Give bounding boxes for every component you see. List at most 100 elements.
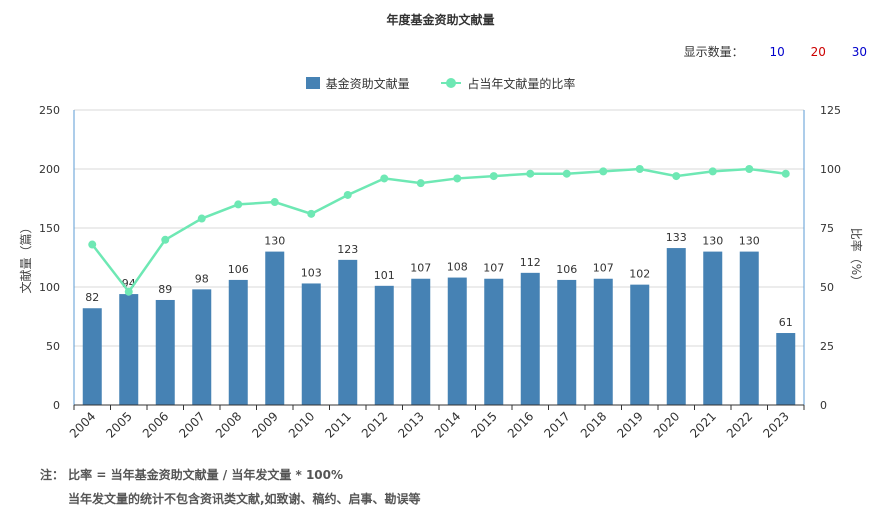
bar xyxy=(593,278,613,405)
bar xyxy=(301,283,321,405)
bar-value-label: 107 xyxy=(483,262,504,275)
x-tick-label: 2005 xyxy=(103,409,134,440)
bar xyxy=(411,278,431,405)
bar xyxy=(82,308,102,405)
y-right-tick-label: 25 xyxy=(820,340,834,353)
y-left-tick-label: 50 xyxy=(46,340,60,353)
bar xyxy=(484,278,504,405)
ratio-point xyxy=(599,167,608,176)
bar-value-label: 102 xyxy=(629,268,650,281)
legend-bar-label: 基金资助文献量 xyxy=(325,77,410,91)
x-tick-label: 2022 xyxy=(724,409,755,440)
bar-value-label: 108 xyxy=(447,261,468,274)
x-tick-label: 2023 xyxy=(760,409,791,440)
legend-line-swatch xyxy=(441,78,462,88)
chart-title: 年度基金资助文献量 xyxy=(386,13,495,27)
bar-value-label: 103 xyxy=(301,266,322,279)
x-tick-label: 2016 xyxy=(505,409,536,440)
x-tick-label: 2020 xyxy=(651,409,682,440)
chart-legend: 基金资助文献量 占当年文献量的比率 xyxy=(0,75,881,92)
bar-value-label: 61 xyxy=(779,316,793,329)
bar xyxy=(520,272,540,405)
ratio-point xyxy=(380,174,389,183)
x-tick-label: 2010 xyxy=(286,409,317,440)
display-count-label: 显示数量： xyxy=(683,45,744,59)
x-tick-label: 2014 xyxy=(432,409,463,440)
x-tick-label: 2017 xyxy=(541,409,572,440)
y-left-axis-title: 文献量（篇） xyxy=(18,221,33,293)
x-tick-label: 2011 xyxy=(322,409,353,440)
ratio-point xyxy=(635,165,644,173)
ratio-series-line xyxy=(91,167,786,294)
bar xyxy=(228,279,248,405)
bar xyxy=(265,251,285,405)
x-tick-label: 2015 xyxy=(468,409,499,440)
bar xyxy=(119,294,139,405)
ratio-point xyxy=(270,198,279,207)
ratio-point xyxy=(307,209,316,218)
x-tick-label: 2018 xyxy=(578,409,609,440)
x-tick-label: 2013 xyxy=(395,409,426,440)
bar xyxy=(338,259,358,405)
legend-item-line[interactable]: 占当年文献量的比率 xyxy=(441,75,575,92)
ratio-point xyxy=(197,214,206,223)
y-left-tick-label: 0 xyxy=(53,399,60,412)
y-left-tick-label: 250 xyxy=(39,104,60,117)
legend-item-bar[interactable]: 基金资助文献量 xyxy=(305,75,410,92)
bar-value-label: 106 xyxy=(556,263,577,276)
y-left-tick-label: 100 xyxy=(39,281,60,294)
y-right-tick-label: 100 xyxy=(820,163,841,176)
y-right-tick-label: 50 xyxy=(820,281,834,294)
ratio-point xyxy=(708,167,717,176)
ratio-point xyxy=(745,165,754,173)
x-tick-label: 2004 xyxy=(67,409,98,440)
bar xyxy=(666,248,686,405)
ratio-point xyxy=(161,235,170,244)
bar xyxy=(192,289,212,405)
display-count-option-30[interactable]: 30 xyxy=(851,45,867,59)
bar xyxy=(557,279,577,405)
ratio-point xyxy=(343,190,352,199)
display-count-selector: 显示数量： 10 20 30 xyxy=(684,43,867,60)
bar-value-label: 107 xyxy=(410,262,431,275)
bar xyxy=(374,285,394,405)
legend-line-label: 占当年文献量的比率 xyxy=(467,77,576,91)
y-left-tick-label: 150 xyxy=(39,222,60,235)
y-right-tick-label: 75 xyxy=(820,222,834,235)
x-tick-label: 2009 xyxy=(249,409,280,440)
x-tick-label: 2008 xyxy=(213,409,244,440)
bar-value-label: 89 xyxy=(158,283,172,296)
bar xyxy=(703,251,723,405)
ratio-point xyxy=(234,200,243,209)
y-right-tick-label: 0 xyxy=(820,399,827,412)
ratio-point xyxy=(562,169,571,178)
x-tick-label: 2007 xyxy=(176,409,207,440)
note-ratio-formula: 注： 比率 = 当年基金资助文献量 / 当年发文量 * 100% xyxy=(40,468,344,482)
x-tick-label: 2012 xyxy=(359,409,390,440)
ratio-point xyxy=(88,240,97,249)
ratio-point xyxy=(526,169,535,178)
ratio-point xyxy=(416,179,425,188)
display-count-option-10[interactable]: 10 xyxy=(769,45,785,59)
x-tick-label: 2006 xyxy=(140,409,171,440)
bar xyxy=(739,251,759,405)
bar-value-label: 123 xyxy=(337,243,358,256)
ratio-point xyxy=(489,172,498,181)
note-exclusion: 当年发文量的统计不包含资讯类文献,如致谢、稿约、启事、勘误等 xyxy=(68,492,421,506)
bar xyxy=(447,277,467,405)
ratio-point xyxy=(453,174,462,183)
bar-value-label: 101 xyxy=(374,269,395,282)
bar-value-label: 106 xyxy=(228,263,249,276)
bar xyxy=(155,299,175,405)
display-count-option-20[interactable]: 20 xyxy=(810,45,826,59)
ratio-point xyxy=(672,172,681,181)
ratio-point xyxy=(124,287,133,296)
bar-value-label: 107 xyxy=(593,262,614,275)
bar xyxy=(776,333,796,405)
bar-value-label: 82 xyxy=(85,291,99,304)
y-right-tick-label: 125 xyxy=(820,104,841,117)
bar-value-label: 98 xyxy=(195,272,209,285)
y-left-tick-label: 200 xyxy=(39,163,60,176)
bar-value-label: 130 xyxy=(739,235,760,248)
